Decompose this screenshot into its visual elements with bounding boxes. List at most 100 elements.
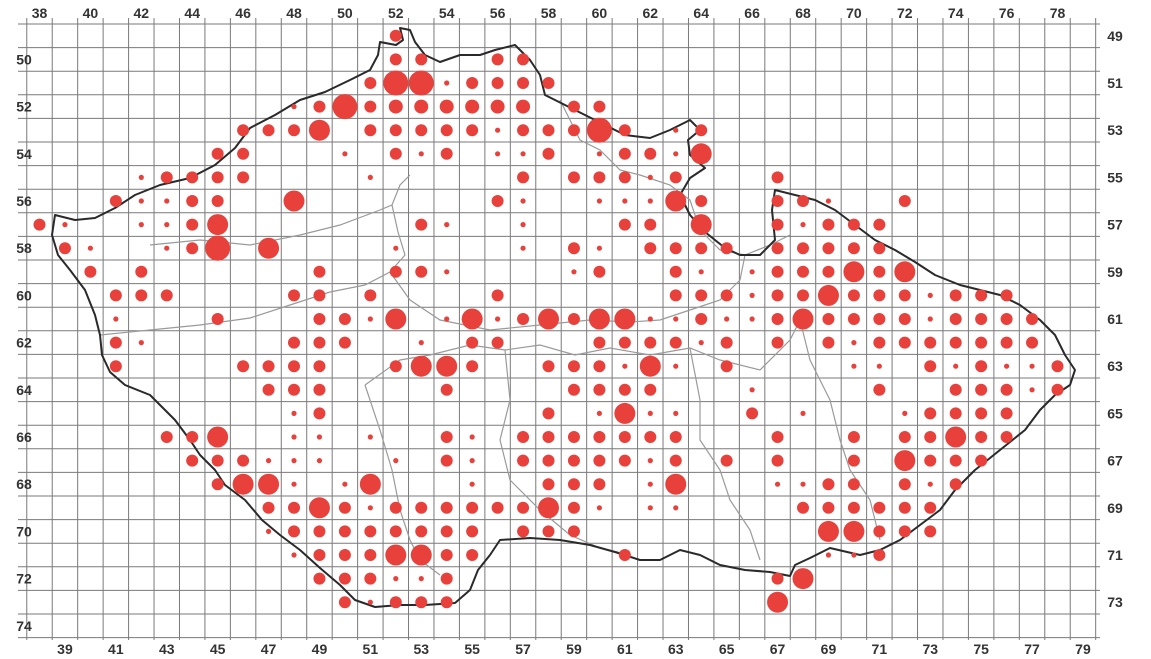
occurrence-dot	[138, 340, 144, 346]
occurrence-dot	[367, 599, 373, 605]
occurrence-dot	[953, 363, 959, 369]
occurrence-dot	[389, 525, 402, 538]
grid-label-top: 40	[83, 5, 99, 21]
occurrence-dot	[898, 195, 911, 207]
occurrence-dot	[135, 265, 148, 278]
grid-label-bottom: 67	[770, 641, 786, 657]
occurrence-dot	[847, 289, 860, 302]
occurrence-dot	[647, 174, 653, 180]
occurrence-dot	[308, 119, 330, 141]
occurrence-dot	[367, 174, 373, 180]
occurrence-dot	[924, 525, 937, 538]
occurrence-dot	[469, 458, 475, 464]
grid-label-top: 70	[846, 5, 862, 21]
grid-label-left: 66	[16, 429, 32, 445]
occurrence-dot	[542, 431, 555, 443]
grid-label-top: 72	[897, 5, 913, 21]
occurrence-dot	[342, 481, 348, 487]
occurrence-dot	[1026, 336, 1039, 349]
occurrence-dot	[800, 481, 806, 487]
occurrence-dot	[444, 222, 450, 228]
occurrence-dot	[596, 245, 603, 251]
occurrence-dot	[1051, 383, 1064, 396]
occurrence-dot	[1051, 360, 1064, 373]
occurrence-dot	[495, 127, 501, 133]
occurrence-dot	[949, 289, 962, 302]
occurrence-dot	[644, 147, 657, 160]
occurrence-dot	[639, 355, 661, 377]
occurrence-dot	[949, 407, 962, 420]
occurrence-dot	[975, 383, 988, 396]
occurrence-dot	[774, 481, 781, 487]
grid-label-top: 38	[32, 5, 48, 21]
occurrence-dot	[364, 525, 377, 538]
occurrence-dot	[313, 100, 326, 113]
grid-label-bottom: 77	[1024, 641, 1040, 657]
occurrence-dot	[669, 454, 682, 467]
occurrence-dot	[647, 505, 653, 511]
occurrence-dot	[898, 478, 911, 491]
occurrence-dot	[440, 147, 453, 160]
occurrence-dot	[797, 289, 809, 302]
occurrence-dot	[164, 222, 170, 228]
occurrence-dot	[461, 308, 483, 330]
occurrence-dot	[1000, 336, 1013, 349]
occurrence-dot	[724, 316, 730, 322]
occurrence-dot	[567, 124, 580, 137]
occurrence-dot	[825, 198, 832, 204]
occurrence-dot	[313, 383, 326, 396]
occurrence-dot	[393, 576, 399, 582]
occurrence-dot	[593, 171, 606, 184]
occurrence-dot	[258, 237, 280, 259]
occurrence-dot	[975, 360, 988, 373]
occurrence-dot	[593, 360, 606, 373]
occurrence-dot	[58, 242, 71, 255]
grid-label-top: 46	[235, 5, 251, 21]
occurrence-dot	[491, 53, 504, 66]
occurrence-dot	[316, 458, 323, 464]
occurrence-dot	[517, 454, 530, 467]
occurrence-dot	[207, 214, 229, 236]
occurrence-dot	[313, 289, 326, 302]
grid-labels-bottom: 39 41 43 45 47 49 51 53 55 57 59 61 63 65 67 69 71 73 75 77…	[57, 641, 1091, 657]
occurrence-dot	[313, 313, 326, 325]
occurrence-dot	[567, 171, 580, 184]
occurrence-dot	[364, 124, 377, 137]
occurrence-dot	[436, 355, 458, 377]
occurrence-dot	[618, 549, 631, 561]
occurrence-dot	[338, 501, 351, 514]
grid-label-bottom: 65	[719, 641, 735, 657]
occurrence-dot	[614, 308, 636, 330]
occurrence-dot	[444, 269, 450, 275]
grid-label-right: 55	[1107, 169, 1123, 185]
occurrence-dot	[618, 171, 631, 184]
occurrence-dot	[211, 195, 224, 207]
occurrence-dot	[440, 572, 453, 585]
occurrence-dot	[843, 261, 865, 283]
occurrence-dot	[393, 458, 399, 464]
occurrence-dot	[364, 289, 377, 302]
occurrence-dot	[237, 171, 250, 184]
occurrence-dot	[211, 454, 224, 467]
occurrence-dot	[265, 528, 272, 535]
occurrence-dot	[415, 218, 428, 231]
grid-labels-right: 49 51 53 55 57 59 61 63 65 67 69 71 73	[1107, 28, 1123, 610]
occurrence-dot	[517, 501, 530, 514]
country-border	[51, 27, 1076, 608]
occurrence-dot	[186, 431, 199, 443]
occurrence-dot	[749, 387, 755, 393]
occurrence-dot	[898, 313, 911, 325]
occurrence-dot	[690, 143, 712, 165]
grid-label-bottom: 79	[1075, 641, 1091, 657]
occurrence-dot	[618, 336, 631, 349]
grid-label-bottom: 61	[617, 641, 633, 657]
occurrence-dot	[135, 289, 148, 302]
occurrence-dot	[495, 151, 501, 157]
occurrence-dot	[596, 198, 603, 204]
occurrence-dot	[517, 525, 530, 538]
occurrence-dot	[393, 245, 399, 251]
occurrence-dot	[237, 360, 250, 373]
occurrence-dot	[207, 426, 229, 448]
occurrence-dot	[771, 336, 784, 349]
